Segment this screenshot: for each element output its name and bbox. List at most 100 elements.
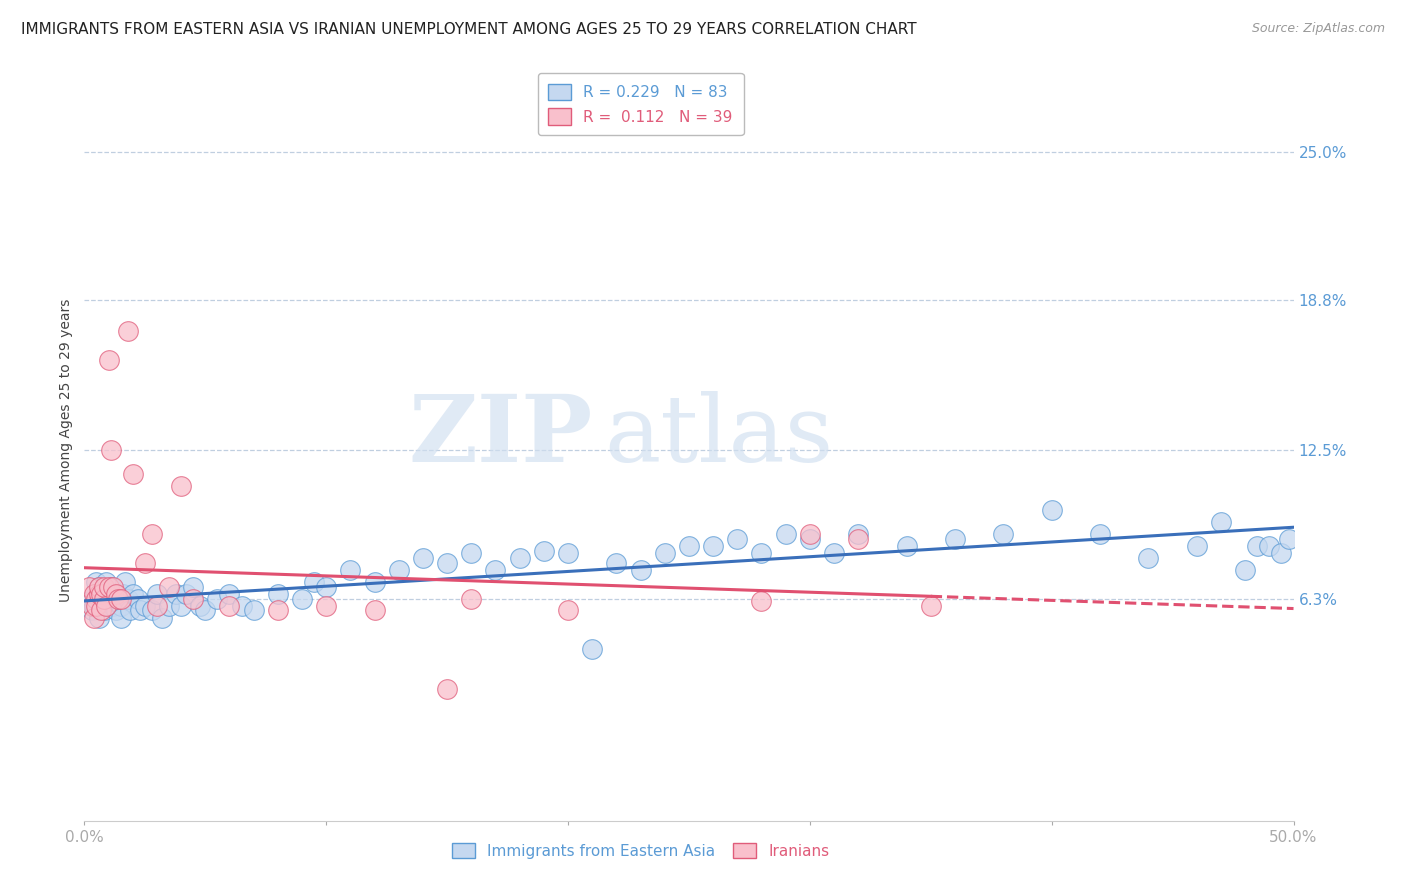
Point [557,546,579,560]
Point [218,587,240,601]
Point [1137,550,1160,565]
Point [799,527,821,541]
Point [90,599,112,613]
Point [97,599,120,613]
Point [231,599,253,613]
Point [121,587,143,601]
Point [86,591,108,606]
Point [460,546,482,560]
Point [104,603,127,617]
Point [484,563,506,577]
Point [104,587,127,601]
Point [339,563,361,577]
Point [1040,503,1063,517]
Point [93,603,115,617]
Point [267,587,290,601]
Point [83,610,105,624]
Text: ZIP: ZIP [408,391,592,481]
Point [141,603,163,617]
Point [725,532,748,546]
Point [181,580,204,594]
Point [702,539,724,553]
Point [117,591,139,606]
Point [436,556,458,570]
Point [1278,532,1301,546]
Point [157,580,180,594]
Point [93,591,115,606]
Point [654,546,676,560]
Point [103,580,125,594]
Point [97,352,120,367]
Point [165,587,187,601]
Point [121,467,143,482]
Point [83,599,105,613]
Point [388,563,411,577]
Point [87,587,110,601]
Point [194,603,217,617]
Point [557,603,579,617]
Point [605,556,627,570]
Point [1088,527,1111,541]
Point [799,532,821,546]
Point [1209,515,1232,529]
Point [775,527,797,541]
Point [412,550,434,565]
Point [86,574,108,589]
Point [315,580,337,594]
Point [97,587,120,601]
Point [207,591,229,606]
Point [581,641,603,656]
Point [80,603,103,617]
Point [87,580,110,594]
Point [146,587,169,601]
Point [1234,563,1257,577]
Point [146,599,169,613]
Text: Source: ZipAtlas.com: Source: ZipAtlas.com [1251,22,1385,36]
Point [93,587,115,601]
Text: atlas: atlas [605,391,834,481]
Point [896,539,918,553]
Point [363,603,385,617]
Point [1258,539,1281,553]
Point [141,527,163,541]
Point [127,591,149,606]
Point [100,443,122,458]
Point [129,603,152,617]
Point [509,550,531,565]
Point [120,603,142,617]
Point [157,599,180,613]
Point [291,591,314,606]
Legend: Immigrants from Eastern Asia, Iranians: Immigrants from Eastern Asia, Iranians [446,837,835,865]
Point [1270,546,1292,560]
Point [920,599,942,613]
Point [134,599,156,613]
Point [90,603,112,617]
Point [823,546,845,560]
Point [77,580,100,594]
Point [110,610,132,624]
Point [150,610,173,624]
Point [117,324,139,338]
Point [181,591,204,606]
Point [630,563,652,577]
Point [93,580,115,594]
Point [114,574,136,589]
Point [846,532,869,546]
Point [110,599,132,613]
Point [94,574,117,589]
Point [86,587,108,601]
Point [943,532,966,546]
Point [170,599,193,613]
Point [90,591,112,606]
Point [242,603,264,617]
Point [218,599,240,613]
Point [107,591,129,606]
Y-axis label: Unemployment Among Ages 25 to 29 years: Unemployment Among Ages 25 to 29 years [59,299,73,602]
Point [363,574,385,589]
Point [94,599,117,613]
Point [112,587,135,601]
Point [103,591,125,606]
Point [1185,539,1208,553]
Point [190,599,212,613]
Point [993,527,1015,541]
